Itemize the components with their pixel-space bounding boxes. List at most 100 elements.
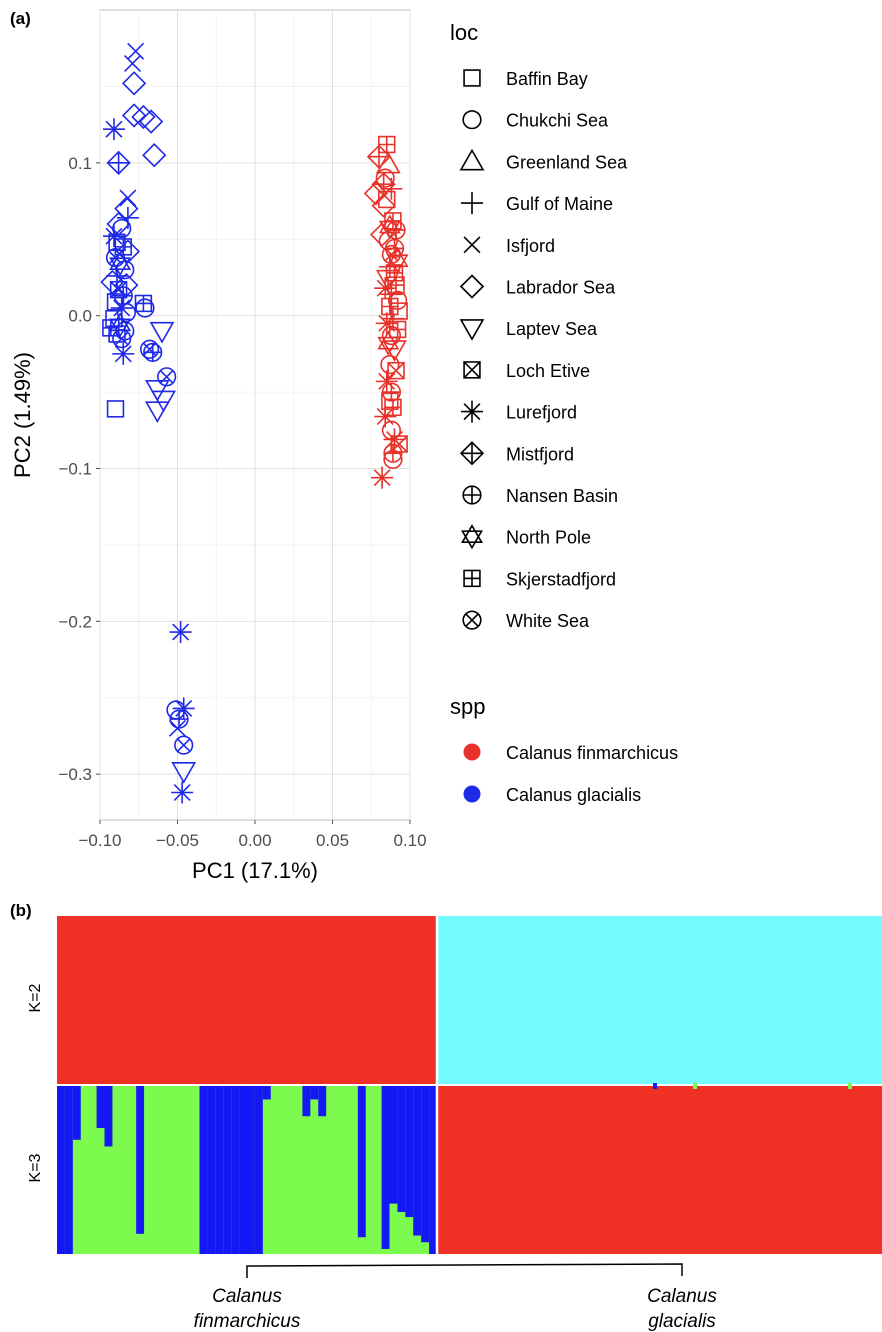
- legend-loc-label: Chukchi Sea: [506, 111, 609, 131]
- k3-row-label: K=3: [27, 1153, 44, 1182]
- data-point-diamond: [121, 103, 147, 128]
- data-point-circle-plus: [169, 709, 189, 729]
- data-point-circle-cross: [174, 735, 194, 755]
- x-axis-ticks: −0.10 −0.05 0.00 0.05 0.10: [78, 820, 427, 850]
- k3-bar-segment-blue: [318, 1086, 327, 1117]
- species-bracket: [246, 1263, 683, 1278]
- legend-loc-label: Laptev Sea: [506, 319, 598, 339]
- k3-bar-segment-blue: [254, 1086, 264, 1254]
- k3-bar-segment-green: [175, 1086, 185, 1254]
- data-point-asterisk: [171, 781, 194, 804]
- data-point-circle-cross: [140, 339, 160, 359]
- data-point-square: [106, 293, 125, 311]
- y-axis-ticks: −0.3 −0.2 −0.1 0.0 0.1: [58, 154, 100, 784]
- label-calanus-glacialis: Calanus glacialis: [647, 1286, 717, 1332]
- legend-key-square-plus: [463, 569, 481, 588]
- legend-loc-label: Lurefjord: [506, 403, 577, 423]
- data-point-triangle-down: [382, 340, 407, 362]
- k3-bar-segment-green: [373, 1086, 382, 1254]
- data-point-diamond: [371, 193, 396, 218]
- data-point-circle: [115, 260, 135, 280]
- k3-bar-segment-green: [159, 1086, 169, 1254]
- k3-bar-segment-green: [302, 1086, 311, 1254]
- panel-label-a: (a): [10, 9, 31, 28]
- scatter-points: [100, 42, 409, 804]
- k3-bar-segment-green: [128, 1086, 137, 1254]
- legend-key-triangle-up: [459, 148, 485, 171]
- k3-bar-segment-green: [342, 1086, 351, 1254]
- legend-key-diamond-plus: [459, 441, 485, 466]
- data-point-square: [106, 400, 125, 418]
- y-tick-label: 0.0: [68, 307, 92, 326]
- k3-bar-segment-green: [310, 1086, 319, 1254]
- data-point-diamond: [363, 181, 389, 206]
- data-point-asterisk: [374, 277, 397, 300]
- k3-bar-segment-blue: [104, 1086, 113, 1147]
- data-point-square-cross: [387, 361, 405, 380]
- k2-bar-finmarchicus: [57, 916, 437, 1084]
- k3-bar-segment-blue: [310, 1086, 319, 1100]
- k3-bar-segment-green: [144, 1086, 153, 1254]
- legend-loc-label: Gulf of Maine: [506, 194, 613, 214]
- data-point-cross: [127, 42, 145, 60]
- legend-key-circle-plus: [462, 485, 482, 505]
- data-point-square: [108, 325, 126, 343]
- k3-bar-segment-green: [326, 1086, 335, 1254]
- data-point-asterisk: [172, 697, 195, 720]
- k3-bar-segment-blue: [302, 1086, 311, 1117]
- data-point-diamond: [139, 109, 164, 134]
- data-point-triangle-down: [144, 401, 170, 424]
- data-point-triangle-down: [171, 762, 197, 784]
- x-tick-label: 0.10: [393, 831, 426, 850]
- data-point-diamond: [142, 143, 167, 168]
- data-point-asterisk: [102, 225, 125, 248]
- data-point-diamond: [121, 71, 147, 96]
- data-point-circle: [381, 325, 402, 346]
- k3-bar-segment-blue: [64, 1086, 74, 1254]
- data-point-circle-plus: [143, 342, 163, 362]
- data-point-cross: [169, 719, 186, 737]
- x-tick-label: −0.10: [78, 831, 121, 850]
- legend-spp-label: Calanus finmarchicus: [506, 743, 678, 763]
- k3-bar-segment-blue: [429, 1086, 438, 1254]
- k3-bar-segment-green: [270, 1086, 280, 1254]
- y-tick-label: −0.3: [58, 765, 92, 784]
- data-point-triangle-up: [375, 151, 401, 174]
- structure-plot: [57, 916, 882, 1254]
- legend-key-diamond: [459, 274, 485, 299]
- k3-bar-segment-green: [262, 1086, 272, 1254]
- data-point-triangle-down: [144, 379, 170, 402]
- legend-loc-label: North Pole: [506, 528, 591, 548]
- k3-bar-segment-blue: [96, 1086, 105, 1128]
- label-calanus-finmarchicus: Calanus finmarchicus: [194, 1286, 301, 1332]
- k3-bar-segment-blue: [223, 1086, 232, 1254]
- k3-bar-segment-blue: [136, 1086, 145, 1234]
- k3-bar-segment-green: [104, 1086, 113, 1254]
- data-point-diamond-plus: [106, 150, 131, 175]
- data-point-plus: [381, 307, 404, 330]
- data-point-asterisk: [375, 312, 398, 335]
- k2-bar-glacialis: [437, 916, 882, 1084]
- k3-bar-segment-green: [88, 1086, 97, 1254]
- k3-bar-glacialis: [437, 1086, 882, 1254]
- data-point-asterisk: [102, 118, 125, 141]
- k3-bar-segment-blue: [207, 1086, 216, 1254]
- k3-bar-segment-blue: [57, 1086, 66, 1254]
- data-point-diamond: [131, 104, 156, 130]
- data-point-triangle-down: [375, 269, 401, 292]
- legend-spp: Calanus finmarchicus Calanus glacialis: [463, 743, 678, 805]
- legend-loc-label: Labrador Sea: [506, 278, 616, 298]
- k3-bar-segment-green: [349, 1086, 359, 1254]
- legend-key-triangle-down: [459, 319, 485, 341]
- legend-spp-label: Calanus glacialis: [506, 785, 641, 805]
- k3-bar-segment-blue: [231, 1086, 240, 1254]
- data-point-circle: [116, 303, 136, 323]
- k3-bar-segment-green: [120, 1086, 129, 1254]
- data-point-asterisk: [371, 466, 394, 489]
- k3-bar-segment-blue: [199, 1086, 208, 1254]
- k3-bar-segment-blue: [397, 1086, 406, 1212]
- k3-bar-segment-blue: [215, 1086, 224, 1254]
- k3-bar-segment-blue: [262, 1086, 272, 1100]
- data-point-circle-cross: [112, 328, 132, 349]
